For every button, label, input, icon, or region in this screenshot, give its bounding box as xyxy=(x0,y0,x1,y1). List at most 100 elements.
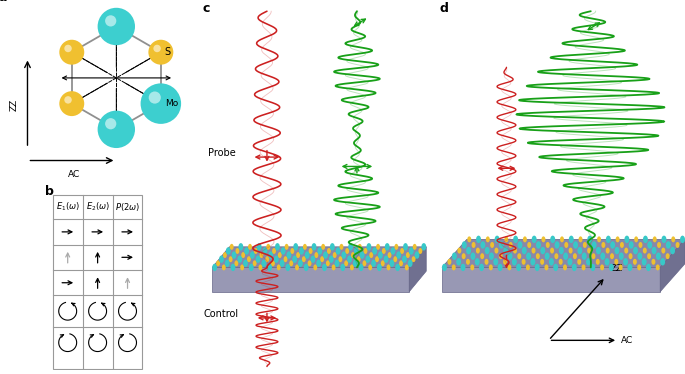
Text: d: d xyxy=(440,2,449,15)
Circle shape xyxy=(351,252,355,258)
Circle shape xyxy=(535,264,540,271)
Circle shape xyxy=(541,236,545,242)
Circle shape xyxy=(567,258,573,266)
Circle shape xyxy=(299,247,304,255)
Circle shape xyxy=(508,264,512,270)
Circle shape xyxy=(310,255,315,263)
Circle shape xyxy=(295,264,299,270)
Circle shape xyxy=(241,252,245,258)
Circle shape xyxy=(540,247,545,254)
Circle shape xyxy=(105,118,116,129)
Circle shape xyxy=(397,251,401,259)
Circle shape xyxy=(462,253,466,259)
Circle shape xyxy=(403,243,408,251)
Circle shape xyxy=(504,236,508,242)
Circle shape xyxy=(274,255,279,263)
Circle shape xyxy=(577,247,582,254)
Circle shape xyxy=(369,252,373,258)
Circle shape xyxy=(675,242,680,248)
Circle shape xyxy=(559,259,562,265)
Circle shape xyxy=(277,264,281,270)
Circle shape xyxy=(412,256,416,262)
Circle shape xyxy=(338,256,342,262)
Circle shape xyxy=(485,247,490,254)
Circle shape xyxy=(60,40,84,65)
Circle shape xyxy=(512,258,516,266)
Circle shape xyxy=(572,264,577,271)
Circle shape xyxy=(60,91,84,116)
Circle shape xyxy=(271,260,275,266)
Circle shape xyxy=(642,258,647,266)
Circle shape xyxy=(592,241,597,249)
Circle shape xyxy=(265,256,269,262)
Circle shape xyxy=(366,243,371,251)
Circle shape xyxy=(466,259,470,265)
Circle shape xyxy=(587,236,593,243)
Circle shape xyxy=(489,252,494,260)
Circle shape xyxy=(275,243,280,251)
Circle shape xyxy=(386,264,390,270)
Circle shape xyxy=(390,260,395,267)
Text: ZZ: ZZ xyxy=(9,98,18,111)
Circle shape xyxy=(554,253,558,259)
Circle shape xyxy=(353,260,358,267)
Circle shape xyxy=(573,253,577,259)
Circle shape xyxy=(414,251,419,259)
Circle shape xyxy=(582,264,586,270)
Circle shape xyxy=(564,242,569,248)
Circle shape xyxy=(527,242,531,248)
Circle shape xyxy=(517,241,523,249)
Circle shape xyxy=(526,264,530,270)
Circle shape xyxy=(326,260,329,266)
Circle shape xyxy=(480,253,484,259)
Circle shape xyxy=(322,264,327,271)
Circle shape xyxy=(616,236,620,242)
Circle shape xyxy=(292,255,297,263)
Circle shape xyxy=(646,264,651,271)
Circle shape xyxy=(656,264,660,270)
Circle shape xyxy=(98,8,135,45)
Circle shape xyxy=(545,264,549,270)
Circle shape xyxy=(344,260,348,266)
Circle shape xyxy=(262,247,267,255)
Circle shape xyxy=(471,242,475,248)
Circle shape xyxy=(289,260,293,266)
Circle shape xyxy=(303,264,308,271)
Circle shape xyxy=(419,248,423,254)
Text: a: a xyxy=(0,0,7,4)
Circle shape xyxy=(586,258,591,266)
Circle shape xyxy=(513,236,518,243)
Circle shape xyxy=(495,236,499,243)
Circle shape xyxy=(526,252,531,260)
Circle shape xyxy=(596,259,600,265)
Circle shape xyxy=(296,252,300,258)
Circle shape xyxy=(258,264,262,270)
Circle shape xyxy=(281,247,286,255)
Text: Probe: Probe xyxy=(208,148,236,158)
Circle shape xyxy=(660,258,665,266)
Circle shape xyxy=(493,258,498,266)
Circle shape xyxy=(476,236,481,243)
Circle shape xyxy=(341,251,346,259)
Circle shape xyxy=(253,260,257,266)
Circle shape xyxy=(240,264,244,270)
Polygon shape xyxy=(409,247,426,292)
Polygon shape xyxy=(660,239,685,292)
Circle shape xyxy=(105,15,116,27)
Circle shape xyxy=(471,264,474,270)
Circle shape xyxy=(64,96,72,104)
Circle shape xyxy=(293,243,298,251)
Circle shape xyxy=(653,236,657,242)
Circle shape xyxy=(229,256,233,262)
Circle shape xyxy=(651,247,656,254)
Circle shape xyxy=(563,252,568,260)
Circle shape xyxy=(536,253,540,259)
Circle shape xyxy=(495,248,499,254)
Circle shape xyxy=(569,236,574,243)
Circle shape xyxy=(638,242,643,248)
Circle shape xyxy=(305,251,310,259)
Circle shape xyxy=(509,242,512,248)
Circle shape xyxy=(633,259,637,265)
Circle shape xyxy=(475,258,480,266)
Text: AC: AC xyxy=(621,336,633,345)
